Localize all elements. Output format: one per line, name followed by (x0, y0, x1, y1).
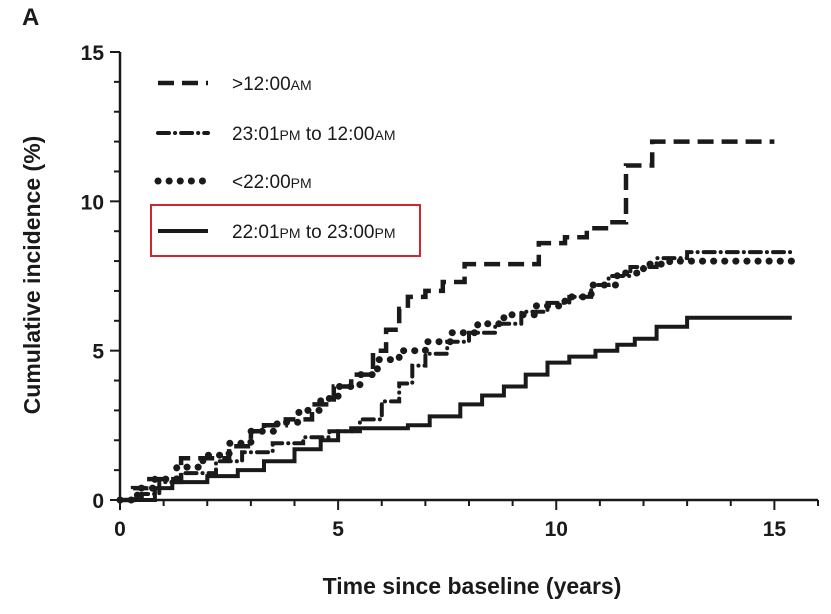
legend-label: 22:01PM to 23:00PM (232, 222, 396, 243)
legend-highlight-box (150, 204, 421, 257)
y-axis-title: Cumulative incidence (%) (19, 136, 45, 415)
x-axis-title: Time since baseline (years) (323, 573, 622, 599)
series-line-dotted (116, 257, 796, 504)
x-tick-label: 10 (545, 518, 568, 541)
x-tick-label: 5 (332, 518, 344, 541)
y-tick-label: 0 (92, 490, 104, 513)
legend: >12:00AM 23:01PM to 12:00AM <22:00PM 22:01P… (150, 74, 421, 257)
series-line-dashed (120, 139, 775, 503)
axes: 0 5 10 15 0 5 10 15 (81, 42, 819, 541)
x-tick-label: 15 (763, 518, 787, 541)
legend-label: <22:00PM (232, 172, 312, 193)
series-line-dash-dot (118, 250, 794, 502)
series-line-solid (120, 315, 792, 502)
y-tick-label: 15 (81, 42, 105, 65)
x-tick-label: 0 (114, 518, 126, 541)
panel-label: A (22, 4, 40, 31)
legend-label: >12:00AM (232, 74, 312, 95)
legend-label: 23:01PM to 12:00AM (232, 124, 396, 145)
y-tick-label: 10 (81, 191, 104, 214)
series-layer (116, 139, 796, 504)
y-tick-label: 5 (92, 341, 104, 364)
